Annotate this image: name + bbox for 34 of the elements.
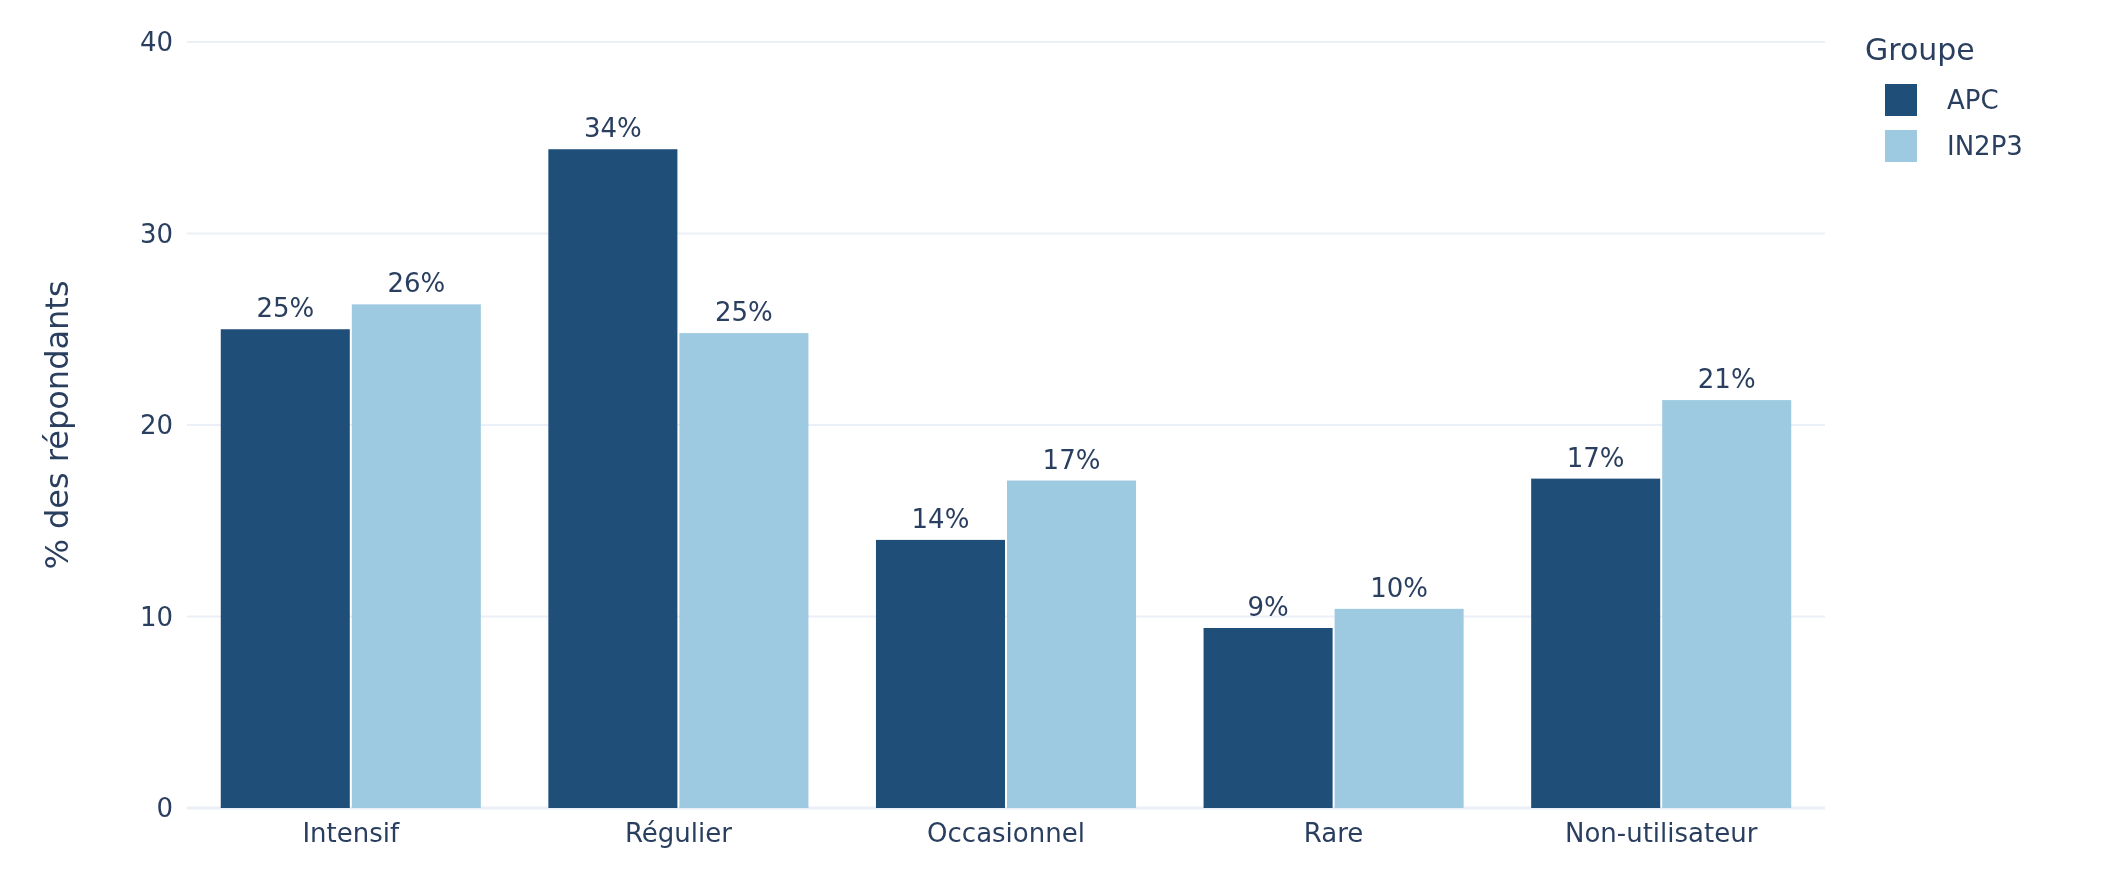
x-tick-label: Intensif xyxy=(302,818,401,848)
data-label: 25% xyxy=(715,297,773,328)
bar xyxy=(1203,627,1333,808)
x-tick-label: Régulier xyxy=(624,818,733,848)
bar xyxy=(548,149,678,808)
data-label: 17% xyxy=(1566,442,1625,473)
y-tick-label: 40 xyxy=(139,27,173,58)
x-tick-label: Occasionnel xyxy=(927,818,1085,848)
data-label: 17% xyxy=(1042,444,1101,475)
legend-label: APC xyxy=(1947,85,1999,116)
legend-title: Groupe xyxy=(1865,32,1975,67)
data-label: 25% xyxy=(256,293,315,324)
data-label: 21% xyxy=(1697,364,1756,395)
data-label: 34% xyxy=(583,113,642,144)
data-label: 10% xyxy=(1370,572,1429,603)
bar xyxy=(1334,608,1464,808)
bar xyxy=(679,333,809,808)
x-tick-label: Rare xyxy=(1303,818,1364,848)
y-axis-title: % des répondants xyxy=(38,280,76,570)
bar xyxy=(875,539,1005,808)
bar xyxy=(1662,400,1792,808)
data-label: 9% xyxy=(1247,591,1289,622)
y-tick-label: 20 xyxy=(139,410,173,441)
y-tick-label: 10 xyxy=(139,601,173,632)
bar xyxy=(351,304,481,808)
bar xyxy=(1531,478,1661,808)
bar xyxy=(1007,480,1137,808)
y-tick-label: 0 xyxy=(156,793,173,824)
data-label: 26% xyxy=(387,268,446,299)
y-tick-label: 30 xyxy=(139,218,173,249)
legend-label: IN2P3 xyxy=(1947,131,2023,162)
data-label: 14% xyxy=(911,503,970,534)
bar xyxy=(220,329,350,808)
x-tick-label: Non-utilisateur xyxy=(1565,818,1758,848)
